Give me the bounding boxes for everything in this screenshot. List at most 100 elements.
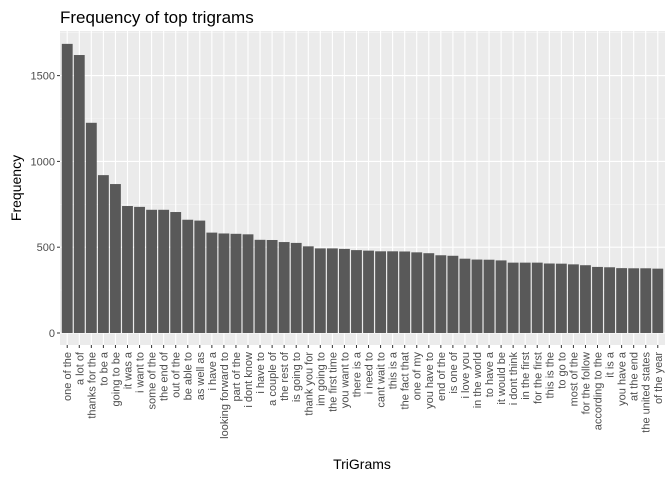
x-tick-label: you have a bbox=[617, 351, 629, 406]
x-axis-title: TriGrams bbox=[333, 456, 391, 472]
x-tick-label: some of the bbox=[147, 352, 159, 409]
x-tick-label: i have to bbox=[255, 352, 267, 394]
bar bbox=[580, 265, 591, 333]
x-tick-label: this is the bbox=[544, 352, 556, 398]
x-tick-label: in the world bbox=[472, 352, 484, 408]
bar bbox=[85, 122, 97, 333]
bar bbox=[351, 250, 362, 333]
bar bbox=[435, 255, 447, 333]
x-tick-label: for the first bbox=[532, 352, 544, 404]
x-tick-label: end of the bbox=[436, 352, 448, 401]
bar bbox=[314, 248, 326, 333]
bar bbox=[628, 268, 640, 333]
x-tick-label: a lot of bbox=[74, 351, 86, 385]
x-tick-label: as well as bbox=[195, 352, 207, 401]
x-tick-label: at the end bbox=[629, 352, 641, 401]
x-tick-label: i dont think bbox=[508, 352, 520, 406]
bar bbox=[447, 255, 459, 333]
x-tick-label: most of the bbox=[568, 352, 580, 406]
x-tick-label: i want to bbox=[135, 352, 147, 393]
bar bbox=[495, 260, 507, 333]
bar bbox=[170, 212, 182, 333]
y-axis: 0 500 1000 1500 bbox=[31, 71, 60, 340]
x-tick-label: one of the bbox=[62, 352, 74, 401]
x-tick-label: is one of bbox=[448, 351, 460, 394]
x-tick-label: thanks for the bbox=[86, 352, 98, 419]
y-axis-title: Frequency bbox=[8, 155, 24, 221]
bar bbox=[652, 268, 664, 333]
x-tick-label: i dont know bbox=[243, 352, 255, 408]
x-tick-label: the fact that bbox=[400, 352, 412, 409]
x-tick-label: cant wait to bbox=[376, 352, 388, 408]
bar bbox=[363, 250, 374, 333]
bar bbox=[567, 264, 579, 333]
x-tick-label: it was a bbox=[122, 351, 134, 389]
x-tick-label: be able to bbox=[183, 352, 195, 400]
bar bbox=[616, 268, 628, 333]
bar bbox=[158, 209, 170, 333]
bar bbox=[555, 263, 567, 333]
bar bbox=[519, 262, 531, 333]
y-tick-label: 1000 bbox=[31, 156, 55, 168]
bar bbox=[61, 43, 73, 333]
bar bbox=[302, 246, 314, 333]
x-tick-label: im going to bbox=[315, 352, 327, 406]
bar bbox=[134, 206, 145, 333]
y-tick-label: 500 bbox=[37, 242, 55, 254]
x-tick-label: part of the bbox=[231, 352, 243, 402]
bar bbox=[73, 55, 85, 333]
bar bbox=[471, 259, 483, 333]
x-tick-label: to have a bbox=[484, 351, 496, 397]
x-tick-label: the rest of bbox=[279, 351, 291, 401]
bar bbox=[543, 263, 555, 333]
bar bbox=[531, 262, 543, 333]
x-tick-label: in the first bbox=[520, 352, 532, 400]
bar bbox=[218, 233, 230, 333]
x-tick-label: i love you bbox=[460, 352, 472, 398]
bar bbox=[206, 232, 218, 333]
bar bbox=[507, 262, 519, 333]
bar bbox=[182, 219, 194, 333]
x-tick-label: i need to bbox=[364, 352, 376, 394]
x-tick-label: this is a bbox=[388, 351, 400, 389]
bars bbox=[61, 43, 664, 333]
bar bbox=[266, 239, 278, 333]
x-tick-label: thank you for bbox=[303, 352, 315, 416]
x-tick-label: a couple of bbox=[267, 351, 279, 406]
x-tick-label: for the follow bbox=[580, 352, 592, 414]
x-tick-label: the united states bbox=[641, 352, 653, 433]
y-tick-label: 0 bbox=[49, 328, 55, 340]
bar bbox=[483, 259, 495, 333]
x-tick-label: of the year bbox=[653, 352, 665, 404]
bar bbox=[375, 251, 387, 333]
x-tick-label: the first time bbox=[327, 352, 339, 412]
x-tick-label: is going to bbox=[291, 352, 303, 402]
x-tick-label: there is a bbox=[351, 351, 363, 397]
x-tick-label: looking forward to bbox=[219, 352, 231, 439]
bar bbox=[592, 266, 603, 333]
bar bbox=[290, 242, 302, 333]
bar bbox=[338, 248, 350, 333]
bar bbox=[278, 242, 290, 333]
bar bbox=[122, 206, 133, 333]
bar bbox=[110, 184, 121, 333]
x-tick-label: one of my bbox=[412, 352, 424, 401]
x-tick-label: it is a bbox=[605, 351, 617, 378]
bar bbox=[387, 251, 399, 333]
bar bbox=[146, 209, 158, 333]
bar bbox=[399, 251, 411, 333]
bar bbox=[459, 258, 471, 333]
x-tick-label: to be a bbox=[98, 351, 110, 386]
bar bbox=[423, 253, 435, 333]
bar bbox=[242, 234, 254, 333]
bar bbox=[326, 248, 338, 333]
x-tick-label: it would be bbox=[496, 352, 508, 405]
bar bbox=[97, 175, 109, 333]
x-tick-label: to go to bbox=[556, 352, 568, 389]
chart-title: Frequency of top trigrams bbox=[60, 8, 254, 27]
bar bbox=[640, 268, 652, 333]
x-tick-label: i have a bbox=[207, 351, 219, 390]
x-tick-label: out of the bbox=[171, 352, 183, 398]
